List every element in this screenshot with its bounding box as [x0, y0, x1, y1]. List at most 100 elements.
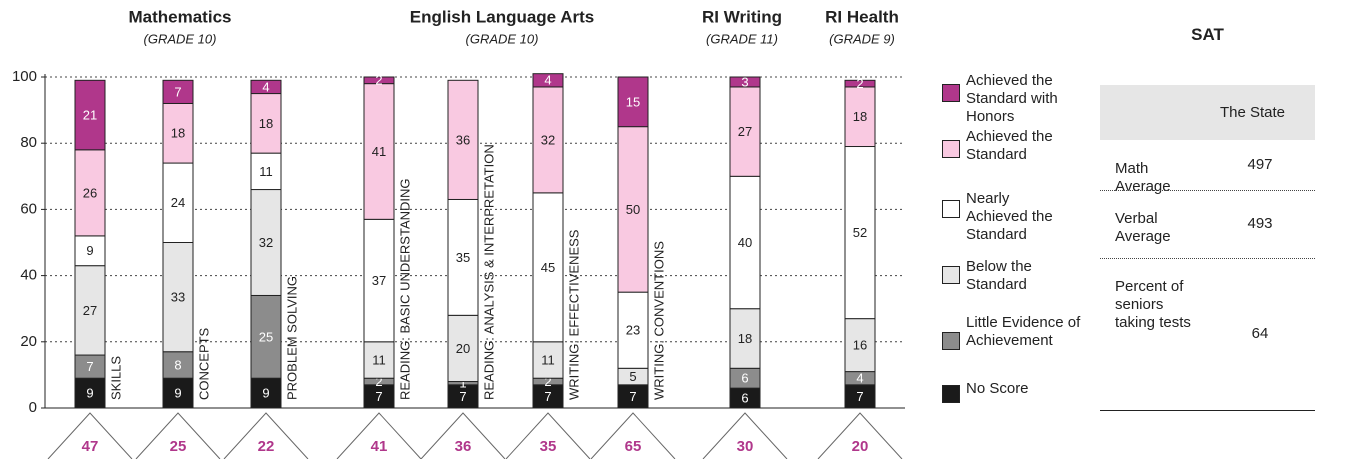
count-label: 65 — [625, 438, 642, 455]
value-label: 7 — [86, 359, 93, 374]
value-label: 23 — [626, 323, 640, 338]
count-label: 30 — [737, 438, 754, 455]
bar-segment — [844, 79, 876, 88]
value-label: 25 — [259, 329, 273, 344]
group-grade: (GRADE 9) — [829, 31, 895, 46]
count-marker — [223, 412, 309, 459]
value-label: 26 — [83, 185, 97, 200]
value-label: 7 — [375, 389, 382, 404]
value-label: 24 — [171, 195, 185, 210]
value-label: 7 — [459, 389, 466, 404]
legend-label: No Score — [966, 380, 1029, 397]
bar-segment — [844, 146, 876, 320]
row-value: 64 — [1251, 325, 1269, 342]
bar-label: WRITING: EFFECTIVENESS — [566, 229, 581, 400]
chart: 0 20 40 60 80 100 Mathematics (GRADE 10) English… — [12, 7, 905, 459]
y-tick-label: 80 — [20, 134, 37, 151]
bar-segment — [250, 79, 282, 95]
bar-segment — [162, 102, 194, 164]
count-label: 41 — [371, 438, 388, 455]
legend-label: Nearly Achieved the Standard — [966, 190, 1053, 243]
y-tick-label: 0 — [29, 399, 37, 416]
value-label: 7 — [544, 389, 551, 404]
count-label: 36 — [455, 438, 472, 455]
value-label: 37 — [372, 273, 386, 288]
value-label: 2 — [375, 73, 382, 88]
bar-segment — [363, 83, 395, 220]
group-title: English Language Arts — [410, 7, 595, 26]
bar-segment — [729, 86, 761, 177]
count-label: 35 — [540, 438, 557, 455]
bar-segment — [250, 377, 282, 409]
value-label: 27 — [83, 303, 97, 318]
bar-segment — [250, 189, 282, 296]
bar-segment — [532, 192, 564, 343]
value-label: 36 — [456, 132, 470, 147]
y-tick-label: 20 — [20, 333, 37, 350]
group-grade: (GRADE 10) — [144, 31, 217, 46]
value-label: 18 — [171, 126, 185, 141]
legend-swatch — [942, 140, 960, 158]
group-title: RI Writing — [702, 7, 782, 26]
y-tick-label: 100 — [12, 68, 37, 85]
legend-swatch — [942, 200, 960, 218]
value-label: 6 — [741, 371, 748, 386]
row-label: Percent of seniors taking tests — [1115, 278, 1191, 331]
bar-segment — [532, 341, 564, 379]
bar-segment — [250, 93, 282, 154]
row-value: 493 — [1247, 215, 1273, 232]
group-title: Mathematics — [129, 7, 232, 26]
bar-label: CONCEPTS — [196, 327, 211, 400]
value-label: 11 — [372, 352, 386, 367]
bar-segment — [74, 265, 106, 356]
bar-segment — [729, 76, 761, 88]
legend-swatch — [942, 84, 960, 102]
count-label: 22 — [258, 438, 275, 455]
bar-label: READING: BASIC UNDERSTANDING — [397, 178, 412, 400]
value-label: 7 — [629, 389, 636, 404]
value-label: 11 — [259, 164, 273, 179]
bar-segment — [617, 126, 649, 293]
bar-segment — [162, 162, 194, 243]
value-label: 45 — [541, 260, 555, 275]
legend-label: Below the Standard — [966, 258, 1032, 293]
value-label: 21 — [83, 108, 97, 123]
value-label: 33 — [171, 290, 185, 305]
count-label: 20 — [852, 438, 869, 455]
count-marker — [702, 412, 788, 459]
value-label: 32 — [541, 132, 555, 147]
bar-segment — [74, 79, 106, 151]
count-marker — [817, 412, 903, 459]
value-label: 52 — [853, 225, 867, 240]
row-label: Verbal Average — [1115, 210, 1171, 245]
value-label: 9 — [262, 386, 269, 401]
value-label: 41 — [372, 144, 386, 159]
legend-label: Achieved the Standard with Honors — [966, 72, 1058, 125]
bar-segment — [729, 308, 761, 369]
value-label: 18 — [738, 331, 752, 346]
legend-swatch — [942, 266, 960, 284]
value-label: 4 — [856, 371, 863, 386]
y-tick-label: 40 — [20, 267, 37, 284]
value-label: 8 — [174, 357, 181, 372]
value-label: 20 — [456, 341, 470, 356]
bar-segment — [74, 149, 106, 237]
count-marker — [135, 412, 221, 459]
legend-swatch — [942, 332, 960, 350]
value-label: 9 — [86, 243, 93, 258]
value-label: 27 — [738, 124, 752, 139]
value-label: 4 — [262, 79, 269, 94]
bar-segment — [844, 86, 876, 148]
count-marker — [336, 412, 422, 459]
bar-segment — [250, 294, 282, 379]
bar-segment — [162, 79, 194, 104]
group-title: RI Health — [825, 7, 899, 26]
value-label: 40 — [738, 235, 752, 250]
count-marker — [590, 412, 676, 459]
bar-segment — [844, 318, 876, 373]
value-label: 15 — [626, 94, 640, 109]
value-label: 50 — [626, 202, 640, 217]
legend-label: Little Evidence of Achievement — [966, 314, 1081, 349]
bar-label: WRITING: CONVENTIONS — [651, 241, 666, 400]
